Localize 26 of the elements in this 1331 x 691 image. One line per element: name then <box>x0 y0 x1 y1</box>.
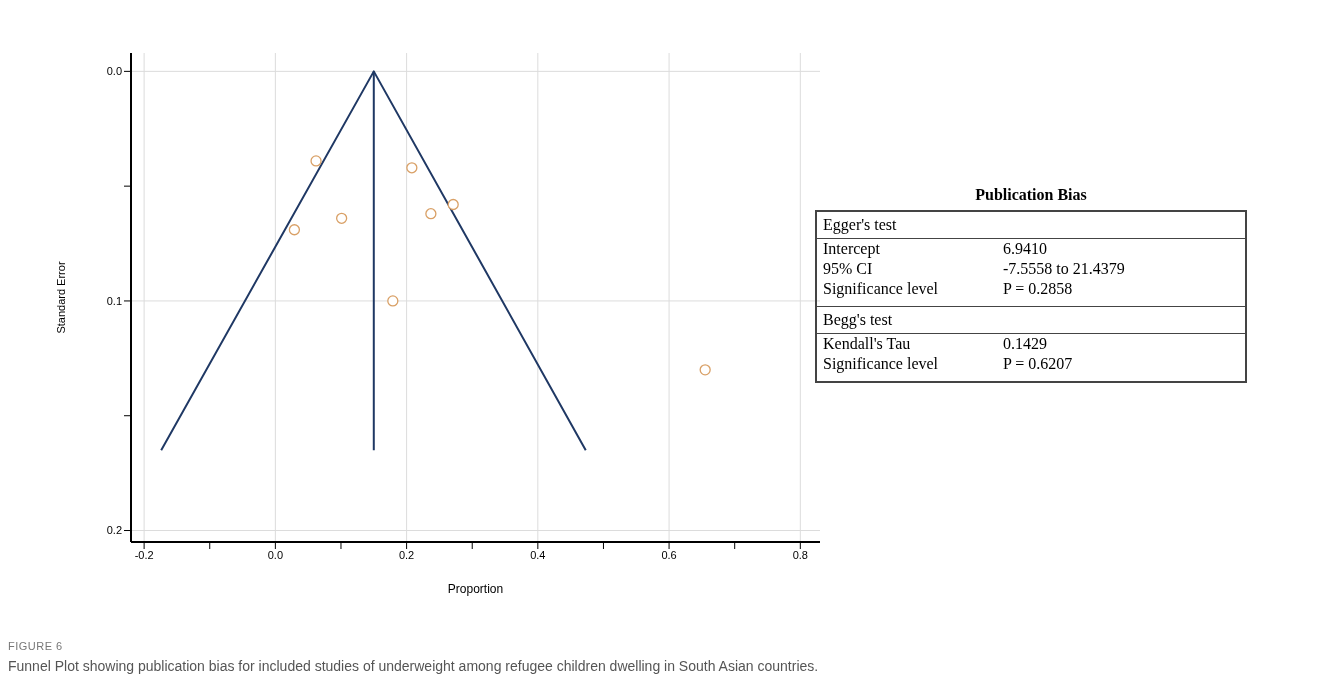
x-tick-label: 0.8 <box>792 548 808 561</box>
x-tick-label: -0.2 <box>134 548 154 561</box>
category-label: 95% CI <box>823 260 874 278</box>
y-tick-label: 0.2 <box>106 524 122 537</box>
y-tick-label: 0.0 <box>106 65 122 78</box>
y-axis-title: Standard Error <box>54 261 67 334</box>
caption: FIGURE 6 <box>8 640 64 652</box>
category-label: Kendall's Tau <box>823 335 912 353</box>
text: 0.1429 <box>1003 335 1047 352</box>
x-tick-label: 0.0 <box>267 548 284 561</box>
category-label: Significance level <box>823 280 940 298</box>
text: Publication Bias <box>974 186 1088 204</box>
text: 6.9410 <box>1003 240 1047 257</box>
category-label: Intercept <box>823 240 881 258</box>
x-axis-title: Proportion <box>447 581 504 596</box>
category-label: Significance level <box>823 355 940 373</box>
text: Funnel Plot showing publication bias for included studies of underweight among refugee children dwelling in South Asian countries. <box>8 658 820 674</box>
text: -7.5558 to 21.4379 <box>1003 260 1125 277</box>
x-tick-label: 0.4 <box>530 548 546 561</box>
x-tick-label: 0.2 <box>398 548 415 561</box>
text: P = 0.6207 <box>1003 355 1073 372</box>
category-label: Begg's test <box>823 311 894 329</box>
category-label: Egger's test <box>823 216 898 234</box>
text: P = 0.2858 <box>1003 280 1073 297</box>
y-tick-label: 0.1 <box>106 294 122 307</box>
x-tick-label: 0.6 <box>661 548 677 561</box>
